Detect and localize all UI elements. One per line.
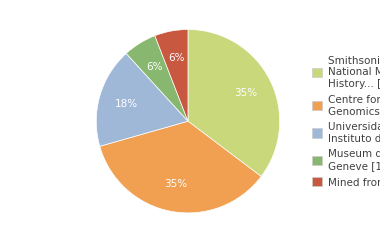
Wedge shape bbox=[96, 54, 188, 146]
Legend: Smithsonian Institution,
National Museum of Natural
History... [6], Centre for B: Smithsonian Institution, National Museum… bbox=[308, 51, 380, 191]
Text: 18%: 18% bbox=[115, 99, 138, 109]
Wedge shape bbox=[126, 36, 188, 121]
Text: 6%: 6% bbox=[168, 53, 184, 63]
Wedge shape bbox=[155, 30, 188, 121]
Text: 6%: 6% bbox=[146, 62, 162, 72]
Text: 35%: 35% bbox=[234, 88, 257, 98]
Wedge shape bbox=[188, 30, 280, 176]
Wedge shape bbox=[100, 121, 261, 213]
Text: 35%: 35% bbox=[165, 179, 188, 189]
